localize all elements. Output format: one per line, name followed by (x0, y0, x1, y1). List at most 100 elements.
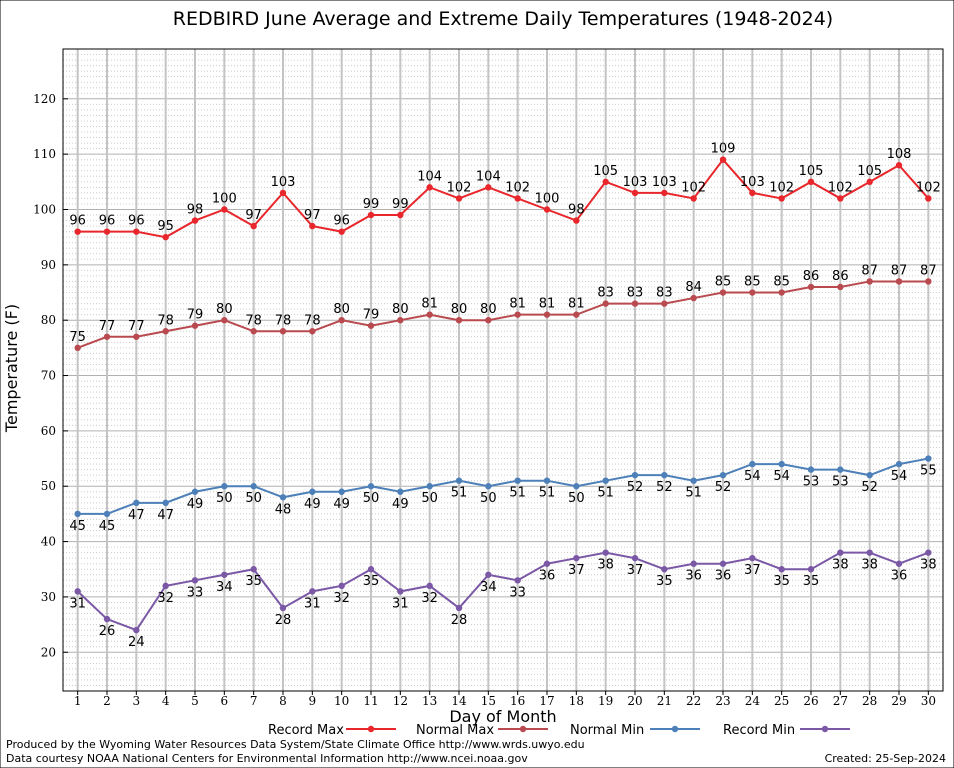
legend-item: Normal Max (416, 723, 548, 738)
data-point (309, 588, 316, 595)
grid (63, 48, 943, 692)
data-label: 87 (920, 263, 937, 278)
data-point (749, 289, 756, 296)
data-label: 35 (803, 574, 820, 589)
x-tick-label: 4 (162, 694, 170, 708)
data-label: 54 (744, 469, 761, 484)
data-label: 102 (681, 180, 706, 195)
data-label: 32 (333, 591, 350, 606)
data-label: 47 (128, 508, 145, 523)
data-point (74, 228, 81, 235)
y-tick-label: 100 (33, 203, 56, 217)
data-point (866, 471, 873, 479)
data-point (162, 582, 169, 590)
data-label: 96 (99, 214, 116, 229)
data-point (309, 328, 316, 335)
data-point (749, 189, 756, 197)
data-point (250, 328, 257, 335)
data-point (191, 217, 199, 224)
data-point (221, 483, 228, 490)
data-label: 49 (187, 497, 204, 512)
data-label: 85 (744, 275, 761, 290)
data-point (514, 195, 521, 202)
data-point (250, 483, 257, 490)
x-tick-label: 11 (363, 694, 378, 708)
data-label: 81 (568, 297, 585, 312)
series-line (76, 551, 929, 632)
data-label: 48 (275, 502, 292, 517)
series-layer: 96 96 96 95 98 100 97 103 97 96 99 99 104 102 104 102 10… (69, 142, 940, 650)
data-label: 45 (69, 519, 86, 534)
data-label: 78 (245, 313, 262, 328)
data-label: 54 (891, 469, 908, 484)
data-point (573, 554, 580, 562)
data-label: 35 (773, 574, 790, 589)
x-tick-label: 12 (393, 694, 408, 708)
data-label: 80 (216, 302, 233, 317)
data-label: 52 (627, 480, 644, 495)
data-point (778, 566, 785, 573)
y-tick-label: 110 (33, 147, 56, 161)
y-tick-label: 50 (41, 479, 56, 493)
data-point (514, 311, 521, 318)
data-label: 51 (509, 486, 526, 501)
y-tick-label: 90 (41, 258, 56, 272)
data-label: 83 (597, 286, 614, 301)
data-point (397, 588, 404, 595)
series-2: 45 45 47 47 49 50 50 48 49 49 50 49 50 51 50 51 51 50 51 52… (69, 455, 937, 534)
data-point (191, 577, 199, 584)
data-point (631, 471, 639, 479)
legend-item: Normal Min (570, 723, 700, 738)
data-label: 36 (715, 569, 732, 584)
legend: Record Max Normal Max Normal Min Record Min (268, 723, 850, 738)
data-label: 24 (128, 635, 145, 650)
data-label: 80 (392, 302, 409, 317)
data-point (602, 477, 609, 484)
data-label: 50 (216, 491, 233, 506)
data-point (925, 549, 932, 556)
x-tick-label: 23 (715, 694, 730, 708)
data-label: 102 (447, 180, 472, 195)
data-label: 108 (887, 147, 912, 162)
data-point (338, 488, 345, 495)
data-label: 80 (480, 302, 497, 317)
data-point (807, 283, 815, 291)
data-point (338, 582, 345, 590)
data-point (778, 289, 785, 296)
data-label: 28 (451, 613, 468, 628)
data-label: 50 (245, 491, 262, 506)
x-tick-label: 8 (279, 694, 287, 708)
data-point (661, 471, 668, 479)
data-label: 54 (773, 469, 790, 484)
x-tick-label: 20 (627, 694, 642, 708)
data-label: 97 (245, 208, 262, 223)
data-point (279, 494, 287, 501)
data-point (133, 333, 140, 340)
data-point (719, 289, 727, 296)
data-label: 86 (832, 269, 849, 284)
x-tick-label: 17 (539, 694, 554, 708)
legend-item: Record Max (268, 723, 396, 738)
data-label: 50 (480, 491, 497, 506)
data-point (191, 488, 199, 495)
data-point (279, 328, 287, 335)
data-point (133, 626, 140, 634)
data-point (485, 184, 492, 191)
y-tick-label: 20 (41, 645, 56, 659)
data-label: 102 (505, 180, 530, 195)
footer-data-courtesy: Data courtesy NOAA National Centers for … (6, 752, 528, 765)
data-point (367, 322, 375, 329)
data-point (133, 499, 140, 507)
data-point (602, 178, 609, 186)
x-tick-label: 25 (774, 694, 789, 708)
data-label: 31 (304, 596, 321, 611)
data-label: 104 (476, 169, 501, 184)
data-point (573, 483, 580, 490)
data-point (778, 195, 785, 202)
data-point (543, 311, 551, 318)
data-point (807, 566, 815, 573)
data-label: 38 (832, 558, 849, 573)
data-label: 51 (685, 486, 702, 501)
data-label: 103 (652, 175, 677, 190)
